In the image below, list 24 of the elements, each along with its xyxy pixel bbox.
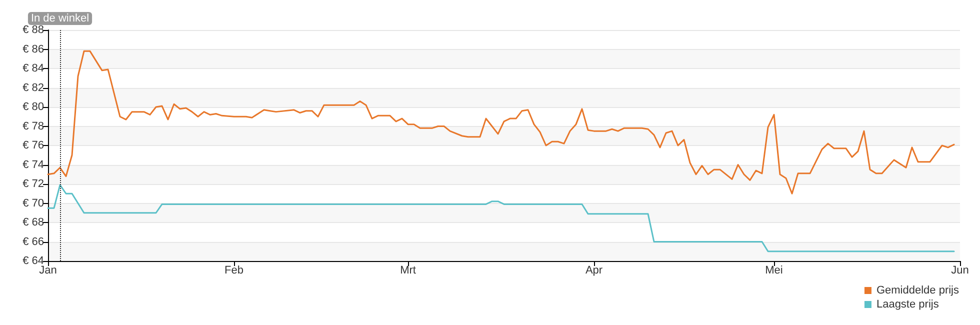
line-series bbox=[47, 184, 955, 252]
x-tick-label: Mrt bbox=[400, 264, 416, 276]
y-tick-label: € 86 bbox=[22, 43, 44, 56]
y-tick-label: € 76 bbox=[22, 140, 44, 152]
legend-label: Gemiddelde prijs bbox=[876, 284, 960, 296]
y-tick-label: € 72 bbox=[22, 178, 44, 190]
x-tick-label: Mei bbox=[765, 264, 783, 276]
x-tick-label: Jan bbox=[39, 264, 57, 276]
x-tick-label: Jun bbox=[951, 264, 969, 276]
y-tick-label: € 70 bbox=[22, 197, 44, 210]
y-tick-label: € 78 bbox=[22, 120, 44, 132]
line-series bbox=[47, 50, 955, 194]
x-tick-label: Feb bbox=[224, 264, 244, 276]
y-tick-label: € 68 bbox=[22, 216, 44, 228]
y-tick-label: € 80 bbox=[22, 101, 44, 113]
y-tick-label: € 66 bbox=[22, 236, 44, 248]
y-tick-label: € 64 bbox=[22, 255, 44, 267]
y-tick-label: € 84 bbox=[22, 62, 44, 74]
x-tick-label: Apr bbox=[585, 264, 603, 276]
y-tick-label: € 88 bbox=[22, 24, 44, 36]
legend-label: Laagste prijs bbox=[876, 298, 940, 310]
ref-line-label: In de winkel bbox=[30, 12, 90, 24]
y-tick-label: € 82 bbox=[22, 82, 44, 94]
y-tick-label: € 74 bbox=[22, 158, 44, 171]
